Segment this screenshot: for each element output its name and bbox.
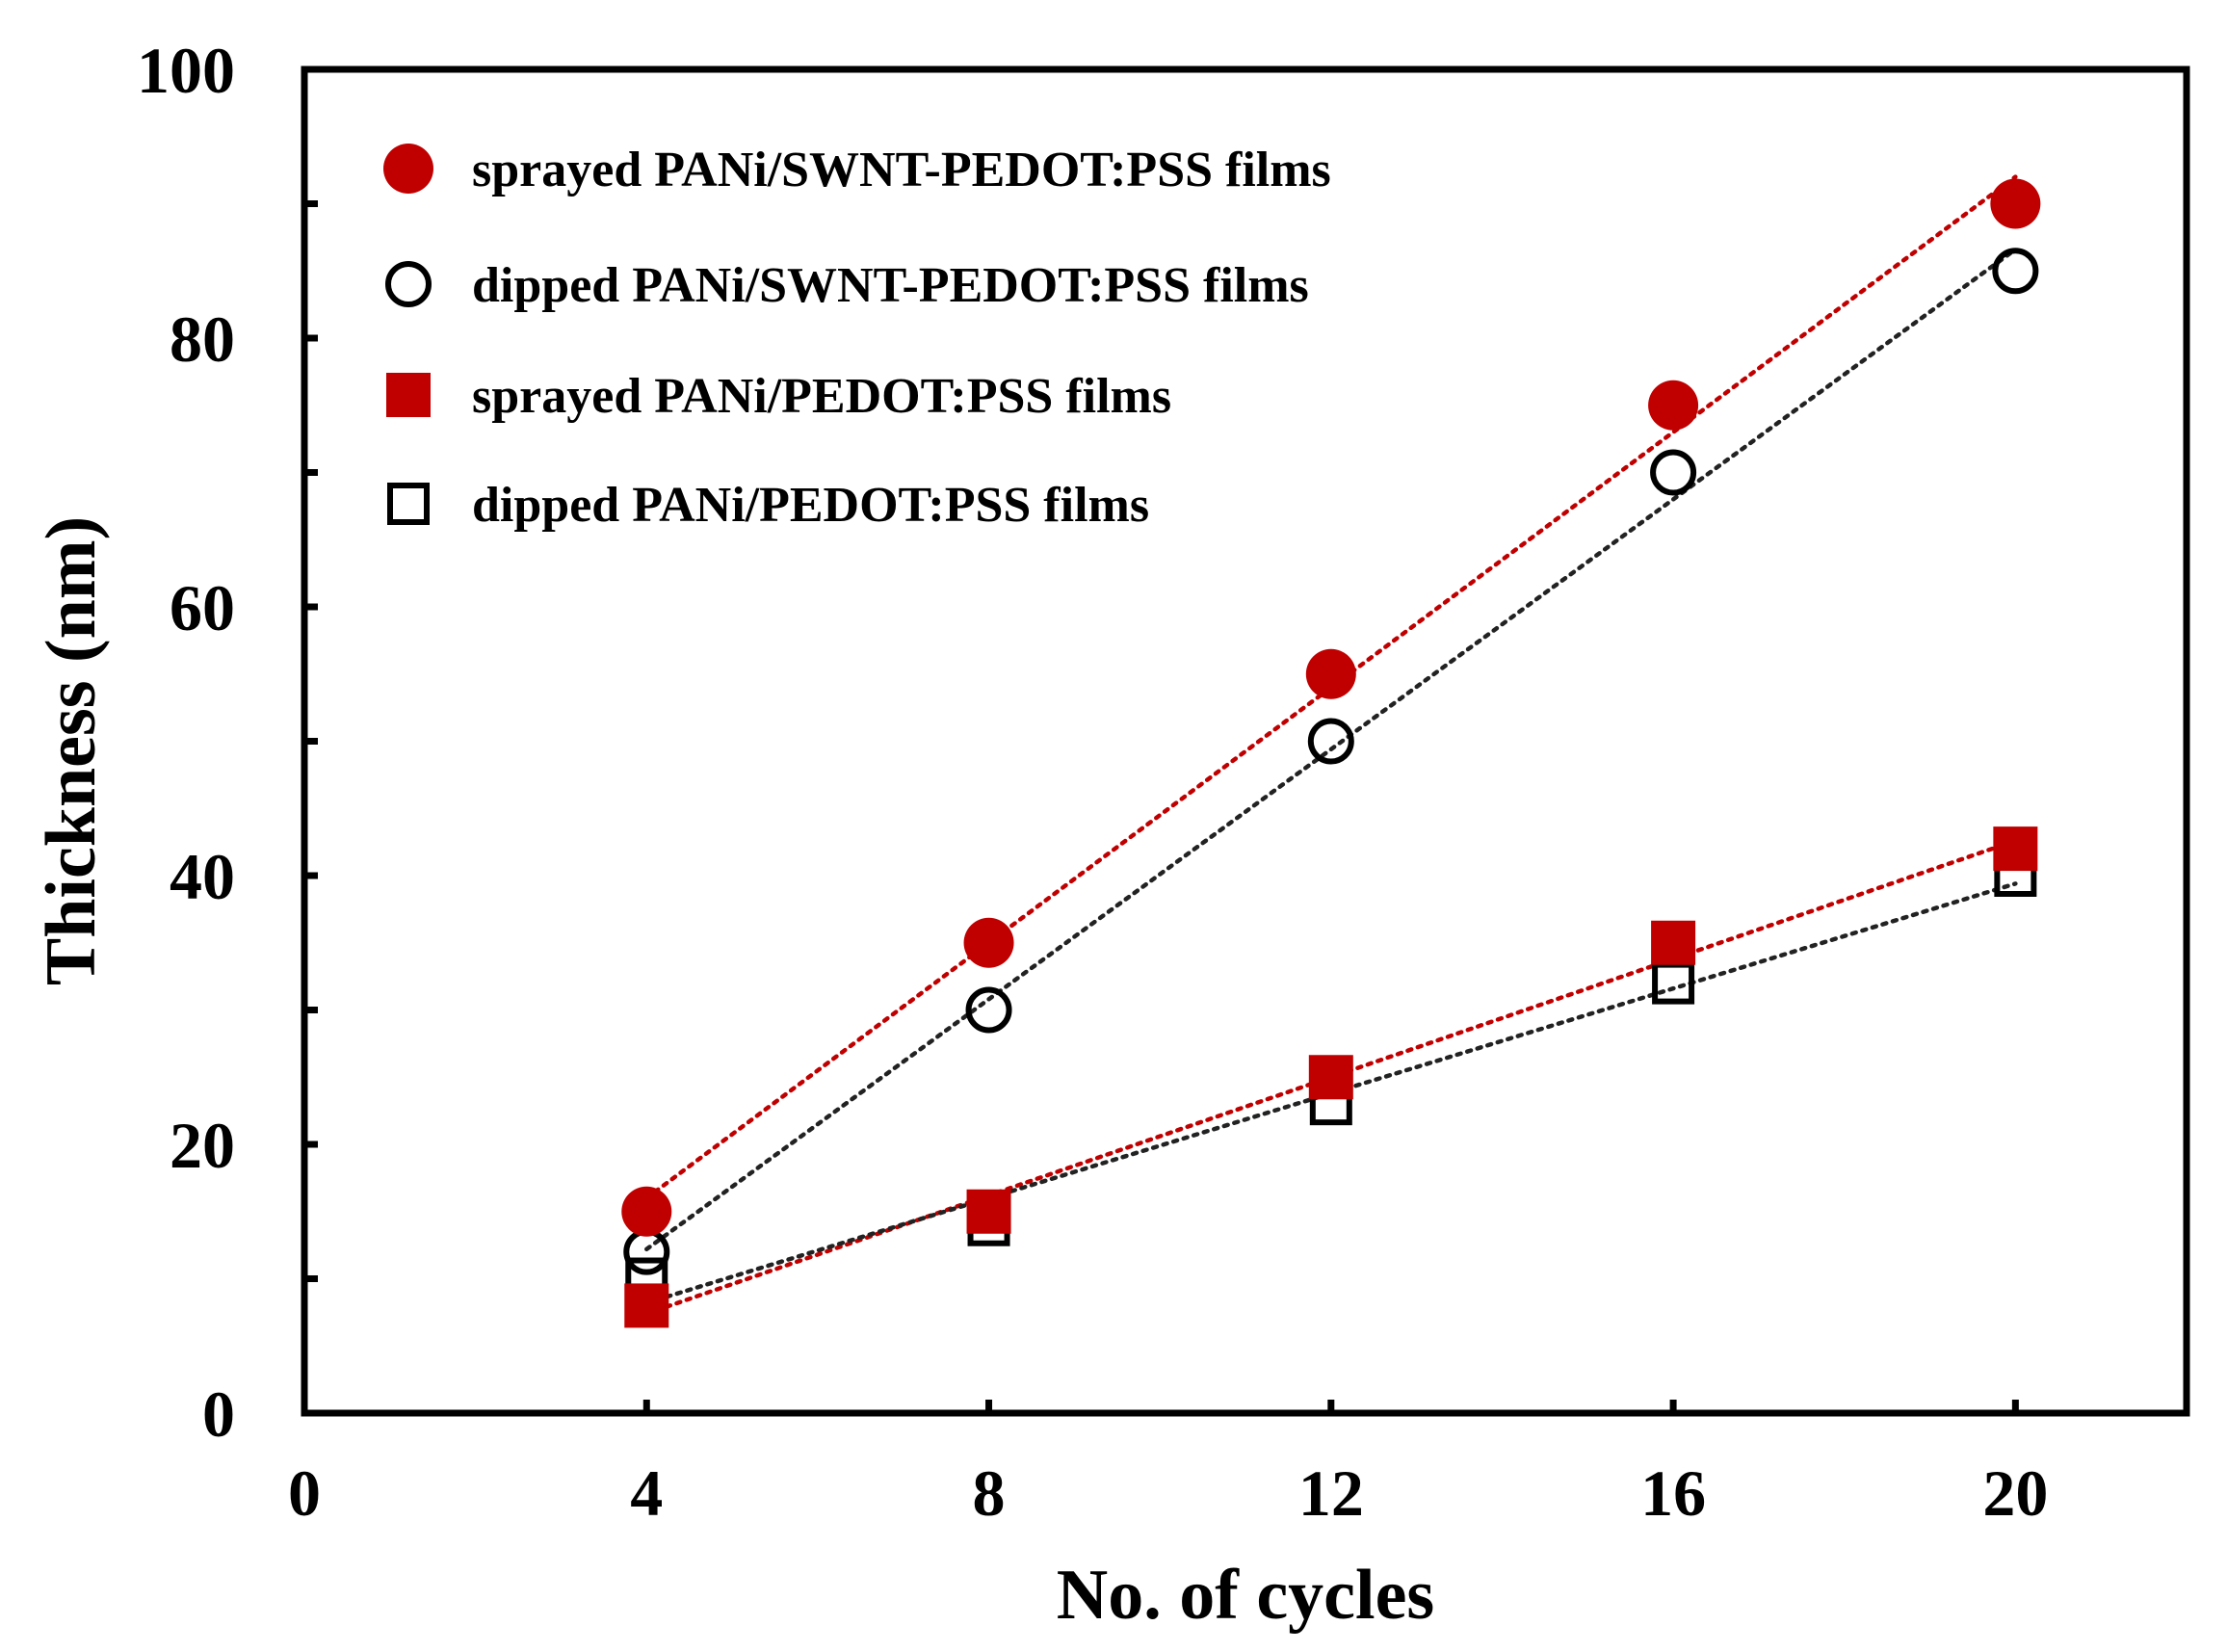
data-point-series-1 bbox=[1990, 178, 2041, 229]
y-tick-label: 80 bbox=[170, 302, 235, 376]
x-axis-title: No. of cycles bbox=[1057, 1556, 1434, 1635]
legend-marker-1 bbox=[383, 144, 433, 194]
marker-layer bbox=[621, 178, 2041, 1328]
legend-label-1: sprayed PANi/SWNT-PEDOT:PSS films bbox=[472, 143, 1331, 197]
legend-label-2: dipped PANi/SWNT-PEDOT:PSS films bbox=[472, 258, 1309, 313]
x-tick-label: 0 bbox=[288, 1456, 321, 1530]
legend: sprayed PANi/SWNT-PEDOT:PSS films dipped … bbox=[383, 143, 1331, 533]
data-point-series-2 bbox=[965, 986, 1012, 1034]
x-tick-label: 4 bbox=[630, 1456, 663, 1530]
y-tick-label: 40 bbox=[170, 840, 235, 913]
y-tick-label: 60 bbox=[170, 571, 235, 644]
data-point-series-1 bbox=[1648, 380, 1699, 431]
axis-ticks: 0 4 8 12 16 20 0 20 40 60 80 100 bbox=[137, 34, 2048, 1530]
y-tick-label: 20 bbox=[170, 1109, 235, 1182]
x-tick-label: 16 bbox=[1640, 1456, 1706, 1530]
data-point-series-3 bbox=[624, 1283, 669, 1328]
data-point-series-3 bbox=[1308, 1055, 1353, 1100]
data-point-series-2 bbox=[1992, 248, 2039, 295]
data-point-series-2 bbox=[1307, 718, 1354, 765]
trendline-2 bbox=[644, 247, 2018, 1252]
data-point-series-1 bbox=[1305, 648, 1356, 699]
y-axis-title: Thickness (nm) bbox=[32, 516, 111, 985]
data-point-series-2 bbox=[1650, 449, 1697, 496]
legend-label-4: dipped PANi/PEDOT:PSS films bbox=[472, 478, 1149, 533]
legend-marker-3 bbox=[386, 373, 431, 417]
x-tick-label: 8 bbox=[973, 1456, 1006, 1530]
trendline-layer bbox=[644, 174, 2018, 1317]
legend-marker-4 bbox=[387, 483, 430, 525]
data-point-series-4 bbox=[1652, 961, 1695, 1005]
data-point-series-3 bbox=[1651, 920, 1696, 965]
y-tick-label: 100 bbox=[137, 34, 235, 107]
data-point-series-2 bbox=[623, 1228, 670, 1275]
trendline-1 bbox=[644, 174, 2018, 1201]
data-point-series-3 bbox=[966, 1189, 1011, 1234]
data-point-series-1 bbox=[621, 1186, 672, 1237]
data-point-series-1 bbox=[963, 917, 1014, 968]
x-tick-label: 12 bbox=[1298, 1456, 1364, 1530]
legend-marker-2 bbox=[385, 261, 432, 307]
legend-label-3: sprayed PANi/PEDOT:PSS films bbox=[472, 369, 1171, 424]
data-point-series-3 bbox=[1993, 826, 2038, 872]
x-tick-label: 20 bbox=[1982, 1456, 2048, 1530]
y-tick-label: 0 bbox=[202, 1377, 235, 1451]
